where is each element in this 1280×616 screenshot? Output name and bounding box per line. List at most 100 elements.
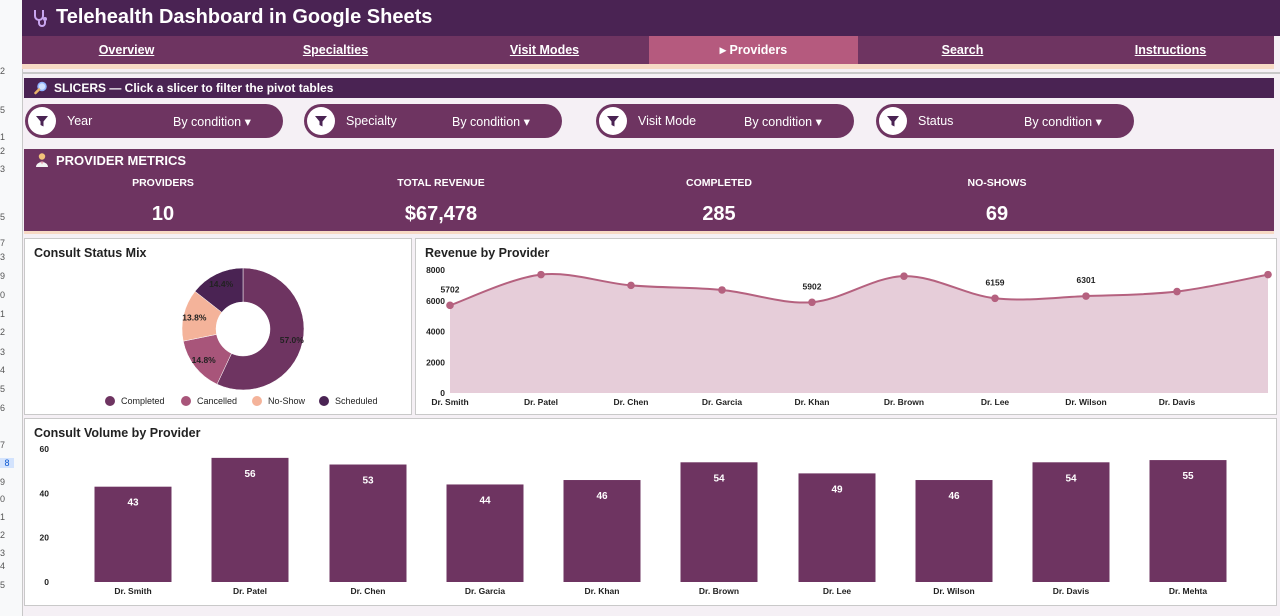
doctor-icon [36, 153, 48, 167]
row-number[interactable]: 8 [0, 458, 14, 468]
y-tick-label: 6000 [426, 296, 445, 306]
y-tick-label: 60 [40, 444, 50, 454]
tab-specialties[interactable]: Specialties [302, 43, 369, 57]
row-number[interactable]: 9 [0, 271, 6, 281]
y-tick-label: 4000 [426, 327, 445, 337]
bar [915, 480, 993, 582]
data-label: 6301 [1077, 275, 1096, 285]
tab-providers[interactable]: ▸ Providers [649, 36, 858, 64]
data-point [900, 272, 908, 280]
data-point [991, 294, 999, 303]
consult-volume-by-provider-chart[interactable]: Consult Volume by Provider 43 Dr. Smith 56… [24, 418, 1277, 606]
nav-accent-line [22, 64, 1274, 69]
x-tick-label: Dr. Garcia [465, 586, 505, 596]
row-number[interactable]: 0 [0, 290, 6, 300]
chart-title: Consult Volume by Provider [34, 426, 201, 440]
app-header: Telehealth Dashboard in Google Sheets [22, 0, 1280, 36]
row-number[interactable]: 1 [0, 512, 6, 522]
row-number[interactable]: 4 [0, 561, 6, 571]
provider-metrics-panel: PROVIDER METRICS PROVIDERS 10 TOTAL REVE… [24, 149, 1274, 231]
bar [680, 462, 758, 582]
data-point [718, 286, 726, 294]
row-number[interactable]: 4 [0, 365, 6, 375]
revenue-by-provider-chart[interactable]: Revenue by Provider 5702 5902 6159 6301 0 200… [415, 238, 1277, 415]
row-number[interactable]: 1 [0, 132, 6, 142]
filter-button[interactable] [879, 107, 907, 135]
filter-button[interactable] [599, 107, 627, 135]
metrics-title: PROVIDER METRICS [56, 153, 187, 168]
bar-value-label: 53 [362, 476, 374, 487]
bar-value-label: 56 [244, 469, 256, 480]
metric-no-shows: NO-SHOWS 69 [897, 149, 1097, 226]
row-number[interactable]: 9 [0, 477, 6, 487]
row-number[interactable]: 3 [0, 164, 6, 174]
x-tick-label: Dr. Smith [431, 397, 468, 407]
slicer-year[interactable]: Year By condition ▾ [25, 104, 283, 138]
data-point [627, 281, 635, 290]
donut-slice [216, 267, 305, 391]
slicer-visit-mode[interactable]: Visit Mode By condition ▾ [596, 104, 854, 138]
consult-status-mix-chart[interactable]: Consult Status Mix 57.0% 14.8% 13.8% 14.4% C… [24, 238, 412, 415]
slicer-specialty[interactable]: Specialty By condition ▾ [304, 104, 562, 138]
x-tick-label: Dr. Brown [699, 586, 739, 596]
bar-value-label: 55 [1182, 471, 1194, 482]
filter-button[interactable] [307, 107, 335, 135]
row-number[interactable]: 2 [0, 146, 6, 156]
row-number[interactable]: 0 [0, 494, 6, 504]
row-number[interactable]: 2 [0, 66, 6, 76]
row-number[interactable]: 2 [0, 327, 6, 337]
area-chart-svg: 5702 5902 6159 6301 0 2000 4000 6000 8000 Dr. Smi… [426, 265, 1272, 407]
row-number[interactable]: 1 [0, 309, 6, 319]
slice-label: 14.4% [209, 279, 234, 289]
slicer-condition-dropdown[interactable]: By condition ▾ [744, 115, 822, 129]
area-line [449, 273, 1269, 307]
bar [211, 457, 289, 582]
legend-label: No-Show [268, 396, 306, 406]
legend-swatch [319, 396, 329, 406]
slicer-label: Specialty [346, 114, 397, 128]
bar [1149, 460, 1227, 582]
slicer-condition-dropdown[interactable]: By condition ▾ [173, 115, 251, 129]
metric-value: 285 [702, 203, 736, 225]
filter-icon [315, 116, 327, 127]
legend-swatch [252, 396, 262, 406]
row-number[interactable]: 3 [0, 548, 6, 558]
bar [798, 473, 876, 582]
row-number[interactable]: 5 [0, 580, 6, 590]
slice-label: 57.0% [280, 335, 305, 345]
filter-icon [887, 116, 899, 127]
row-number[interactable]: 7 [0, 440, 6, 450]
row-number[interactable]: 5 [0, 384, 6, 394]
tab-visit-modes[interactable]: Visit Modes [509, 43, 580, 57]
row-number[interactable]: 5 [0, 105, 6, 115]
tab-instructions[interactable]: Instructions [1134, 43, 1207, 57]
x-tick-label: Dr. Lee [981, 397, 1010, 407]
filter-icon [607, 116, 619, 127]
tab-search[interactable]: Search [941, 43, 984, 57]
row-number[interactable]: 3 [0, 252, 6, 262]
slicers-header: SLICERS — Click a slicer to filter the p… [24, 78, 1274, 98]
row-number[interactable]: 5 [0, 212, 6, 222]
filter-button[interactable] [28, 107, 56, 135]
slicer-condition-dropdown[interactable]: By condition ▾ [452, 115, 530, 129]
row-number[interactable]: 2 [0, 530, 6, 540]
tab-overview[interactable]: Overview [98, 43, 155, 57]
x-tick-label: Dr. Patel [233, 586, 267, 596]
x-tick-label: Dr. Lee [823, 586, 852, 596]
bar-value-label: 54 [1065, 473, 1077, 484]
data-label: 6159 [986, 277, 1005, 287]
slicer-status[interactable]: Status By condition ▾ [876, 104, 1134, 138]
bar [1032, 462, 1110, 582]
metric-label: TOTAL REVENUE [397, 177, 485, 189]
row-number[interactable]: 3 [0, 347, 6, 357]
y-tick-label: 8000 [426, 265, 445, 275]
data-point [446, 301, 454, 310]
bar-chart-svg: 43 Dr. Smith 56 Dr. Patel 53 Dr. Chen 44 Dr. Ga… [40, 444, 1227, 596]
bar [563, 480, 641, 582]
slicer-condition-dropdown[interactable]: By condition ▾ [1024, 115, 1102, 129]
row-number[interactable]: 7 [0, 238, 6, 248]
bar [446, 484, 524, 582]
stethoscope-icon [34, 10, 47, 27]
legend-swatch [105, 396, 115, 406]
row-number[interactable]: 6 [0, 403, 6, 413]
